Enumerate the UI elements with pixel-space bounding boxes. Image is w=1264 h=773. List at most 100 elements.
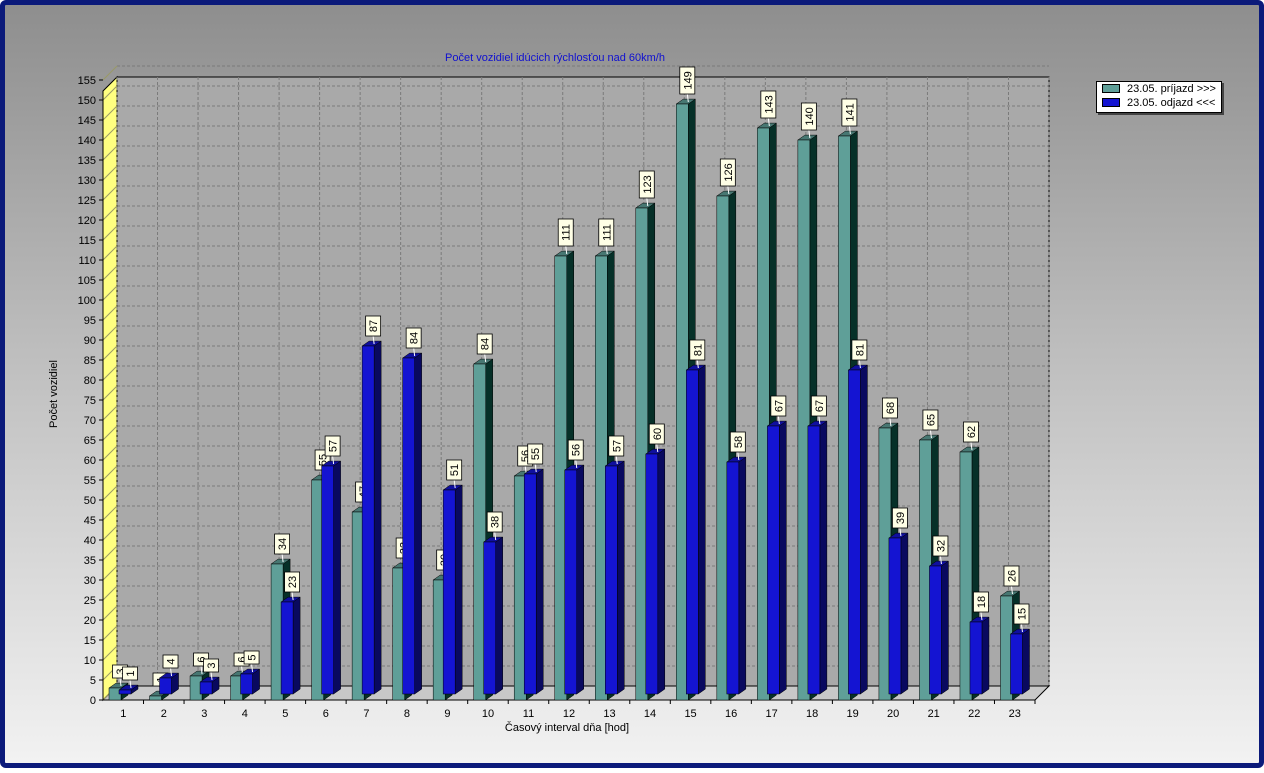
y-tick-label: 15 <box>84 635 96 647</box>
data-label-box <box>882 397 898 419</box>
x-tick-label: 6 <box>323 708 329 720</box>
data-label-leader <box>656 443 659 453</box>
y-tick-label: 50 <box>84 495 96 507</box>
bar-side <box>414 352 422 695</box>
x-tick-label: 20 <box>887 708 899 720</box>
data-label-leader <box>858 359 861 369</box>
data-label-box <box>810 395 827 417</box>
x-tick-label: 8 <box>404 708 410 720</box>
data-label-box <box>841 98 858 127</box>
bar <box>767 425 780 695</box>
data-label: 57 <box>328 440 340 452</box>
bar-side <box>576 464 584 695</box>
data-label-box <box>679 66 696 95</box>
data-label: 55 <box>530 448 542 460</box>
bar-side <box>819 420 828 695</box>
data-label: 149 <box>682 71 694 89</box>
y-tick-label: 105 <box>78 275 96 287</box>
data-label-leader <box>980 611 983 621</box>
data-label-box <box>638 170 655 199</box>
grid-line-wall <box>102 485 118 501</box>
data-label: 1 <box>125 670 137 676</box>
bar-side <box>617 460 625 695</box>
grid-line-wall <box>102 325 118 341</box>
bar <box>848 369 861 695</box>
legend-item-departure: 23.05. odjazd <<< <box>1097 96 1221 110</box>
data-label-box <box>162 654 179 669</box>
grid-line-wall <box>102 85 118 101</box>
data-label-box <box>567 439 584 461</box>
y-axis-label: Počet vozidiel <box>48 360 60 428</box>
y-tick-label: 95 <box>84 315 96 327</box>
data-label-leader <box>970 441 973 451</box>
data-label-leader <box>372 335 375 345</box>
x-tick-label: 4 <box>242 708 248 720</box>
data-label: 81 <box>692 344 704 356</box>
grid-line-wall <box>102 585 118 601</box>
grid-line-wall <box>102 105 118 121</box>
bar <box>686 369 699 695</box>
y-tick-label: 45 <box>84 515 96 527</box>
data-label-leader <box>129 679 132 689</box>
grid-line-wall <box>102 505 118 521</box>
x-tick-label: 21 <box>928 708 940 720</box>
data-label-leader <box>696 359 699 369</box>
bar-side <box>900 532 909 695</box>
y-tick-label: 30 <box>84 575 96 587</box>
data-label-leader <box>1010 585 1013 595</box>
data-label: 18 <box>976 596 988 608</box>
data-label-leader <box>494 531 497 541</box>
data-label-box <box>760 90 777 119</box>
y-tick-label: 85 <box>84 355 96 367</box>
grid-line-wall <box>102 145 118 161</box>
data-label-box <box>719 158 736 187</box>
data-label-box <box>203 658 219 673</box>
bar-side <box>981 616 990 695</box>
data-label-box <box>770 395 787 417</box>
data-label: 111 <box>601 224 613 241</box>
x-tick-label: 15 <box>684 708 696 720</box>
data-label-box <box>476 333 493 355</box>
data-label-leader <box>1020 623 1023 633</box>
grid-line-wall <box>102 285 118 301</box>
data-label-box <box>963 421 979 443</box>
bar <box>716 195 730 701</box>
bar-side <box>860 364 868 695</box>
plot-area: 0510152025303540455055606570758085909510… <box>78 65 1051 720</box>
data-label-leader <box>200 665 203 675</box>
grid-line-wall <box>102 525 118 541</box>
bar <box>240 673 253 695</box>
grid-line-wall <box>102 365 118 381</box>
bar <box>321 465 334 695</box>
data-label: 141 <box>844 103 856 121</box>
bar <box>807 425 821 695</box>
data-label: 140 <box>804 107 816 125</box>
x-tick-label: 9 <box>444 708 450 720</box>
y-tick-label: 145 <box>78 115 96 127</box>
grid-line-wall <box>102 225 118 241</box>
data-label: 67 <box>773 400 785 412</box>
x-tick-label: 16 <box>725 708 737 720</box>
data-label-leader <box>808 129 811 139</box>
data-label-box <box>729 431 746 453</box>
data-label-leader <box>818 415 821 425</box>
y-tick-label: 10 <box>84 655 96 667</box>
y-tick-label: 100 <box>78 295 96 307</box>
data-label-leader <box>484 353 487 363</box>
bar-side <box>1022 628 1030 695</box>
data-label-leader <box>534 463 537 473</box>
data-label-box <box>284 571 300 593</box>
data-label: 111 <box>561 224 573 241</box>
data-label-box <box>243 650 260 665</box>
bar <box>757 127 770 701</box>
y-tick-label: 65 <box>84 435 96 447</box>
data-label: 84 <box>409 332 421 344</box>
data-label: 143 <box>763 95 775 113</box>
bar <box>402 357 415 695</box>
y-tick-label: 130 <box>78 175 96 187</box>
bar-side <box>941 560 949 695</box>
x-tick-label: 23 <box>1009 708 1021 720</box>
bar <box>959 451 973 701</box>
data-label: 34 <box>277 538 289 550</box>
